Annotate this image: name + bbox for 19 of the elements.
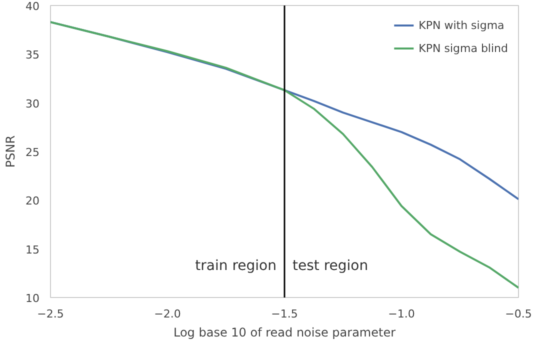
y-axis-title: PSNR bbox=[4, 135, 18, 168]
annotation: train region bbox=[195, 258, 277, 274]
annotation: test region bbox=[292, 258, 368, 274]
x-tick-label: −0.5 bbox=[505, 308, 532, 320]
y-tick-label: 40 bbox=[26, 0, 40, 13]
x-axis-title: Log base 10 of read noise parameter bbox=[173, 326, 396, 340]
x-tick-label: −1.0 bbox=[388, 308, 415, 320]
x-tick-label: −1.5 bbox=[271, 308, 298, 320]
y-tick-label: 25 bbox=[26, 146, 40, 159]
line-series bbox=[50, 21, 518, 289]
y-tick-label: 10 bbox=[26, 292, 40, 305]
y-tick-label: 30 bbox=[26, 97, 40, 110]
x-tick-label: −2.0 bbox=[154, 308, 181, 320]
x-tick-label: −2.5 bbox=[37, 308, 64, 320]
y-tick-label: 20 bbox=[26, 194, 40, 208]
y-tick-label: 15 bbox=[26, 243, 40, 256]
legend-label: KPN with sigma bbox=[418, 18, 504, 32]
y-tick-label: 35 bbox=[26, 48, 40, 62]
legend-label: KPN sigma blind bbox=[418, 42, 508, 54]
